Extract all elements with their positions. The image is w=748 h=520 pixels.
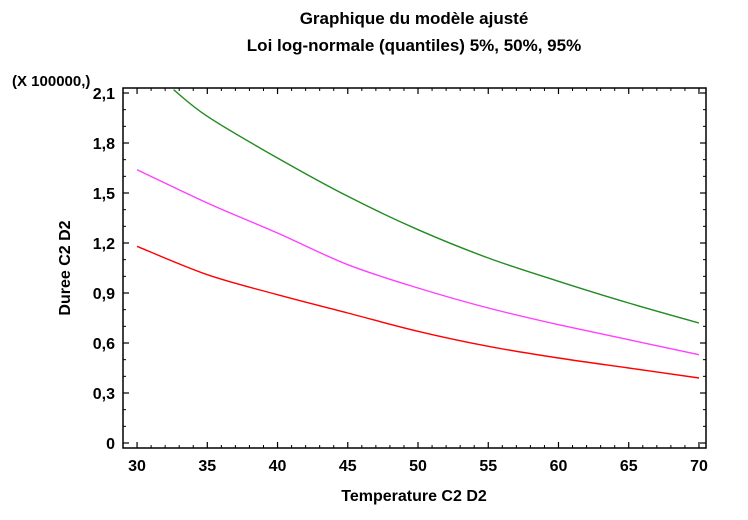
y-tick-label: 0 — [106, 436, 115, 453]
y-tick-label: 0,9 — [93, 286, 115, 303]
series-line-1 — [173, 89, 700, 324]
x-tick-label: 50 — [409, 458, 427, 475]
y-tick-label: 0,6 — [93, 336, 115, 353]
y-tick-label: 2,1 — [93, 86, 115, 103]
x-tick-label: 55 — [479, 458, 497, 475]
y-tick-label: 0,3 — [93, 386, 115, 403]
x-axis-label: Temperature C2 D2 — [341, 488, 487, 505]
y-axis-label: Duree C2 D2 — [57, 220, 74, 315]
y-tick-label: 1,2 — [93, 236, 115, 253]
y-tick-label: 1,5 — [93, 186, 115, 203]
x-tick-label: 70 — [690, 458, 708, 475]
y-axis: 0 0,3 0,6 0,9 1,2 1,5 1,8 2,1 — [93, 86, 706, 453]
series-line-3 — [136, 245, 700, 379]
x-axis: 30 35 40 45 50 55 60 65 70 — [128, 88, 708, 475]
chart-subtitle: Loi log-normale (quantiles) 5%, 50%, 95% — [247, 36, 581, 55]
series-layer — [136, 89, 700, 379]
x-tick-label: 40 — [269, 458, 287, 475]
plot-frame — [122, 87, 707, 449]
y-tick-label: 1,8 — [93, 136, 115, 153]
x-tick-label: 65 — [620, 458, 638, 475]
x-tick-label: 30 — [128, 458, 146, 475]
x-tick-label: 45 — [339, 458, 357, 475]
chart-title: Graphique du modèle ajusté — [300, 9, 529, 28]
y-multiplier-label: (X 100000,) — [12, 73, 90, 90]
x-tick-label: 60 — [550, 458, 568, 475]
series-line-2 — [136, 169, 700, 356]
x-tick-label: 35 — [198, 458, 216, 475]
